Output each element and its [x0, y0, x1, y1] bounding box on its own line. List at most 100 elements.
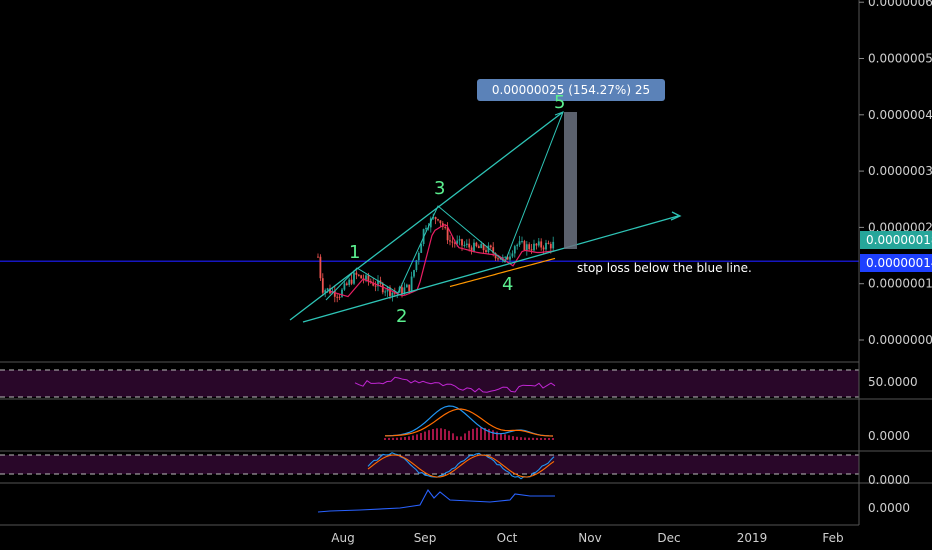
candle-body [547, 242, 550, 244]
candle-body [425, 227, 427, 230]
candle-body [513, 246, 516, 254]
candle-body [377, 280, 379, 287]
candle-body [348, 279, 351, 285]
measurement-badge [477, 79, 665, 101]
candle-body [506, 256, 509, 260]
wave-label: 3 [434, 178, 445, 199]
candle-body [525, 244, 528, 251]
candle-body [360, 275, 363, 279]
candle-body [477, 246, 480, 249]
candle-body [518, 241, 521, 245]
indicator-axis-label: 0.0000 [868, 429, 910, 443]
candle-body [357, 274, 360, 276]
candle-body [384, 291, 387, 293]
candle-body [446, 227, 449, 241]
candle-body [449, 240, 451, 242]
candle-body [511, 253, 514, 257]
candle-body [470, 247, 473, 252]
candle-body [329, 288, 331, 294]
candle-body [473, 242, 475, 252]
candle-body [417, 252, 420, 261]
time-tick-label: Feb [822, 531, 843, 545]
time-axis[interactable]: Aug Sep Oct Nov Dec 2019 Feb [0, 524, 859, 545]
candle-body [350, 279, 353, 284]
wedge-arrow-head [670, 211, 682, 221]
macd-signal-line [384, 408, 554, 437]
candle-body [439, 220, 442, 224]
candle-body [353, 272, 355, 284]
time-tick-label: Oct [497, 531, 518, 545]
candle-body [492, 247, 495, 254]
moving-average-line [449, 257, 556, 288]
main-price-pane [0, 213, 859, 363]
candle-body [389, 287, 391, 296]
time-tick-label: Sep [414, 531, 437, 545]
candle-body [336, 296, 339, 298]
candle-body [489, 245, 492, 248]
candle-body [537, 241, 540, 246]
candle-body [535, 243, 538, 246]
indicator-panes [0, 369, 932, 513]
wedge-lower-line [302, 215, 679, 323]
wave-arrow-head [554, 111, 564, 121]
candle-body [401, 287, 403, 294]
wave-label: 2 [396, 306, 407, 327]
candle-body [408, 284, 411, 292]
wave-path [325, 111, 564, 301]
price-tick-label: 0.00000000 [868, 333, 932, 347]
moving-average-line [329, 224, 556, 298]
wedge-upper-line [289, 111, 564, 321]
measurement-label: 0.00000025 (154.27%) 25 [492, 83, 650, 97]
candle-body [542, 247, 545, 250]
candle-body [516, 244, 519, 247]
candle-body [367, 275, 370, 281]
indicator-axis-label: 50.0000 [868, 375, 918, 389]
candle-body [499, 258, 502, 260]
candle-body [341, 289, 343, 297]
candle-body [533, 243, 535, 251]
candle-body [319, 256, 322, 279]
candle-body [434, 217, 437, 220]
measurement-box [564, 112, 577, 249]
candle-body [545, 242, 547, 250]
candle-body [528, 244, 531, 250]
candle-body [494, 253, 497, 259]
candle-body [391, 292, 394, 296]
candle-body [420, 243, 423, 253]
candle-body [482, 244, 485, 251]
candle-body [497, 258, 499, 260]
time-tick-label: 2019 [737, 531, 768, 545]
candle-body [461, 239, 463, 246]
candle-body [326, 288, 329, 291]
candle-body [381, 283, 384, 293]
candle-body [523, 241, 526, 251]
price-badge-label: 0.00000014 [866, 256, 932, 270]
candle-body [403, 287, 406, 294]
candle-body [374, 285, 377, 287]
candle-body [333, 290, 336, 297]
rsi-line [354, 376, 556, 393]
candle-body [458, 239, 461, 241]
macd-line [384, 405, 554, 437]
indicator-axis-label: 0.0000 [868, 501, 910, 515]
wave-label: 1 [349, 242, 360, 263]
indicator-axis-label: 0.0000 [868, 473, 910, 487]
candle-body [343, 283, 346, 290]
candle-body [429, 218, 432, 228]
candle-body [372, 282, 375, 286]
price-badges: 0.00000018 0.00000014 [860, 231, 932, 272]
candle-body [324, 290, 327, 293]
candle-body [437, 219, 439, 221]
indicator-axis-labels: 50.0000 0.0000 0.0000 0.0000 [868, 375, 918, 515]
candle-body [540, 241, 543, 248]
candle-body [432, 217, 435, 219]
candle-body [530, 249, 533, 251]
candle-body [321, 278, 324, 293]
candle-body [552, 241, 555, 249]
